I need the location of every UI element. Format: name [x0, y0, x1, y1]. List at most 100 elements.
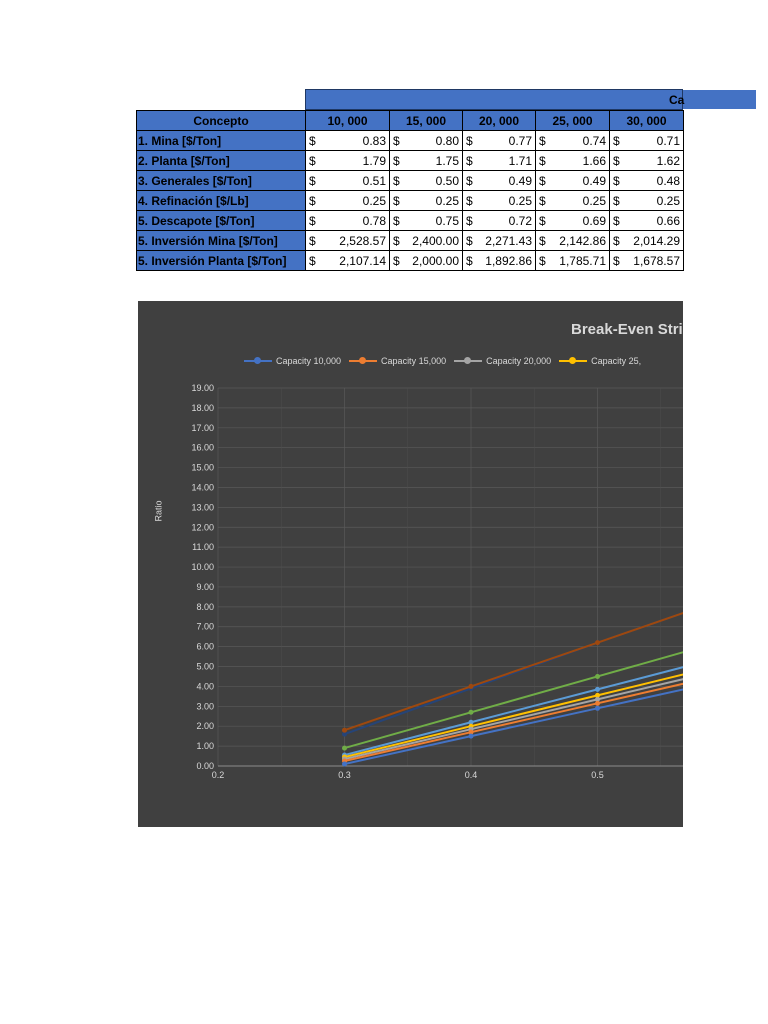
- value-cell: $0.72: [462, 210, 536, 231]
- chart-legend: Capacity 10,000 Capacity 15,000 Capacity 2…: [244, 356, 641, 366]
- y-tick-label: 19.00: [191, 383, 214, 393]
- currency-symbol: $: [393, 253, 400, 268]
- series-marker: [595, 692, 600, 698]
- x-tick-label: 0.2: [212, 770, 225, 780]
- concept-label: 5. Inversión Mina [$/Ton]: [136, 230, 306, 251]
- currency-symbol: $: [539, 213, 546, 228]
- legend-label: Capacity 25,: [591, 356, 642, 366]
- table-row: 3. Generales [$/Ton] $0.51 $0.50 $0.49 $0.49…: [136, 170, 684, 191]
- concept-label: 4. Refinación [$/Lb]: [136, 190, 306, 211]
- currency-symbol: $: [466, 213, 473, 228]
- currency-symbol: $: [539, 193, 546, 208]
- x-tick-label: 0.5: [591, 770, 604, 780]
- y-tick-label: 4.00: [196, 681, 214, 691]
- value-cell: $1.79: [305, 150, 390, 171]
- cell-value: 0.77: [508, 133, 532, 148]
- series-marker: [595, 673, 600, 679]
- series-marker: [468, 733, 474, 739]
- value-cell: $0.50: [389, 170, 463, 191]
- cell-value: 1.66: [582, 153, 606, 168]
- currency-symbol: $: [539, 133, 546, 148]
- capacity-header-cell: 25, 000: [535, 110, 610, 131]
- cell-value: 2,014.29: [633, 233, 680, 248]
- series-line: [344, 682, 683, 763]
- series-line: [344, 678, 683, 761]
- series-line: [344, 688, 683, 765]
- cost-table: Concepto 10, 000 15, 000 20, 000 25, 000…: [136, 110, 684, 271]
- capacity-header-text: Ca: [669, 93, 685, 107]
- y-tick-label: 16.00: [191, 443, 214, 453]
- value-cell: $0.25: [535, 190, 610, 211]
- value-cell: $0.66: [609, 210, 684, 231]
- cell-value: 1.79: [362, 153, 386, 168]
- chart-plot-area: 0.00 1.00 2.00 3.00 4.00 5.00 6.00 7.00 8.00 9.00…: [191, 383, 683, 780]
- currency-symbol: $: [309, 133, 316, 148]
- legend-swatch: [349, 356, 378, 366]
- cell-value: 0.72: [508, 213, 532, 228]
- table-row: 2. Planta [$/Ton] $1.79 $1.75 $1.71 $1.66 $1.…: [136, 150, 684, 171]
- y-tick-label: 18.00: [191, 403, 214, 413]
- cell-value: 0.25: [656, 193, 680, 208]
- value-cell: $0.77: [462, 130, 536, 151]
- y-tick-label: 3.00: [196, 701, 214, 711]
- cell-value: 0.49: [508, 173, 532, 188]
- capacity-header-band: [305, 89, 683, 110]
- value-cell: $0.69: [535, 210, 610, 231]
- currency-symbol: $: [613, 213, 620, 228]
- cell-value: 1.62: [656, 153, 680, 168]
- legend-entry: Capacity 25,: [559, 356, 641, 366]
- capacity-header-cell: 10, 000: [305, 110, 390, 131]
- y-tick-label: 17.00: [191, 423, 214, 433]
- table-row: 4. Refinación [$/Lb] $0.25 $0.25 $0.25 $0.25…: [136, 190, 684, 211]
- currency-symbol: $: [309, 233, 316, 248]
- value-cell: $0.75: [389, 210, 463, 231]
- series-marker: [468, 683, 474, 689]
- series-marker: [468, 709, 474, 715]
- capacity-header-cell: 20, 000: [462, 110, 536, 131]
- legend-label: Capacity 10,000: [276, 356, 342, 366]
- break-even-chart: 0.00 1.00 2.00 3.00 4.00 5.00 6.00 7.00 8.00 9.00…: [138, 301, 683, 827]
- currency-symbol: $: [309, 253, 316, 268]
- cell-value: 2,400.00: [412, 233, 459, 248]
- series-marker: [342, 731, 347, 737]
- value-cell: $0.25: [389, 190, 463, 211]
- legend-entry: Capacity 20,000: [454, 356, 551, 366]
- currency-symbol: $: [309, 153, 316, 168]
- currency-symbol: $: [613, 173, 620, 188]
- currency-symbol: $: [466, 173, 473, 188]
- cell-value: 2,000.00: [412, 253, 459, 268]
- cell-value: 1.75: [435, 153, 459, 168]
- series-line: [344, 651, 683, 750]
- cell-value: 2,142.86: [559, 233, 606, 248]
- y-axis-label: Ratio: [153, 500, 164, 522]
- y-tick-label: 10.00: [191, 562, 214, 572]
- cell-value: 0.25: [582, 193, 606, 208]
- concept-label: 5. Descapote [$/Ton]: [136, 210, 306, 231]
- cell-value: 1,678.57: [633, 253, 680, 268]
- cell-value: 2,271.43: [485, 233, 532, 248]
- y-tick-label: 12.00: [191, 522, 214, 532]
- legend-swatch: [559, 356, 588, 366]
- value-cell: $2,400.00: [389, 230, 463, 251]
- value-cell: $1.75: [389, 150, 463, 171]
- value-cell: $0.48: [609, 170, 684, 191]
- concept-label: 1. Mina [$/Ton]: [136, 130, 306, 151]
- value-cell: $0.51: [305, 170, 390, 191]
- value-cell: $0.25: [462, 190, 536, 211]
- y-tick-label: 5.00: [196, 662, 214, 672]
- cell-value: 0.48: [656, 173, 680, 188]
- cell-value: 0.80: [435, 133, 459, 148]
- cell-value: 0.51: [362, 173, 386, 188]
- y-tick-label: 8.00: [196, 602, 214, 612]
- currency-symbol: $: [539, 153, 546, 168]
- legend-label: Capacity 15,000: [381, 356, 447, 366]
- series-marker: [468, 719, 474, 725]
- value-cell: $0.74: [535, 130, 610, 151]
- concept-label: 3. Generales [$/Ton]: [136, 170, 306, 191]
- currency-symbol: $: [393, 153, 400, 168]
- series-marker: [468, 729, 474, 735]
- y-tick-label: 14.00: [191, 482, 214, 492]
- currency-symbol: $: [466, 253, 473, 268]
- value-cell: $2,000.00: [389, 250, 463, 271]
- currency-symbol: $: [613, 153, 620, 168]
